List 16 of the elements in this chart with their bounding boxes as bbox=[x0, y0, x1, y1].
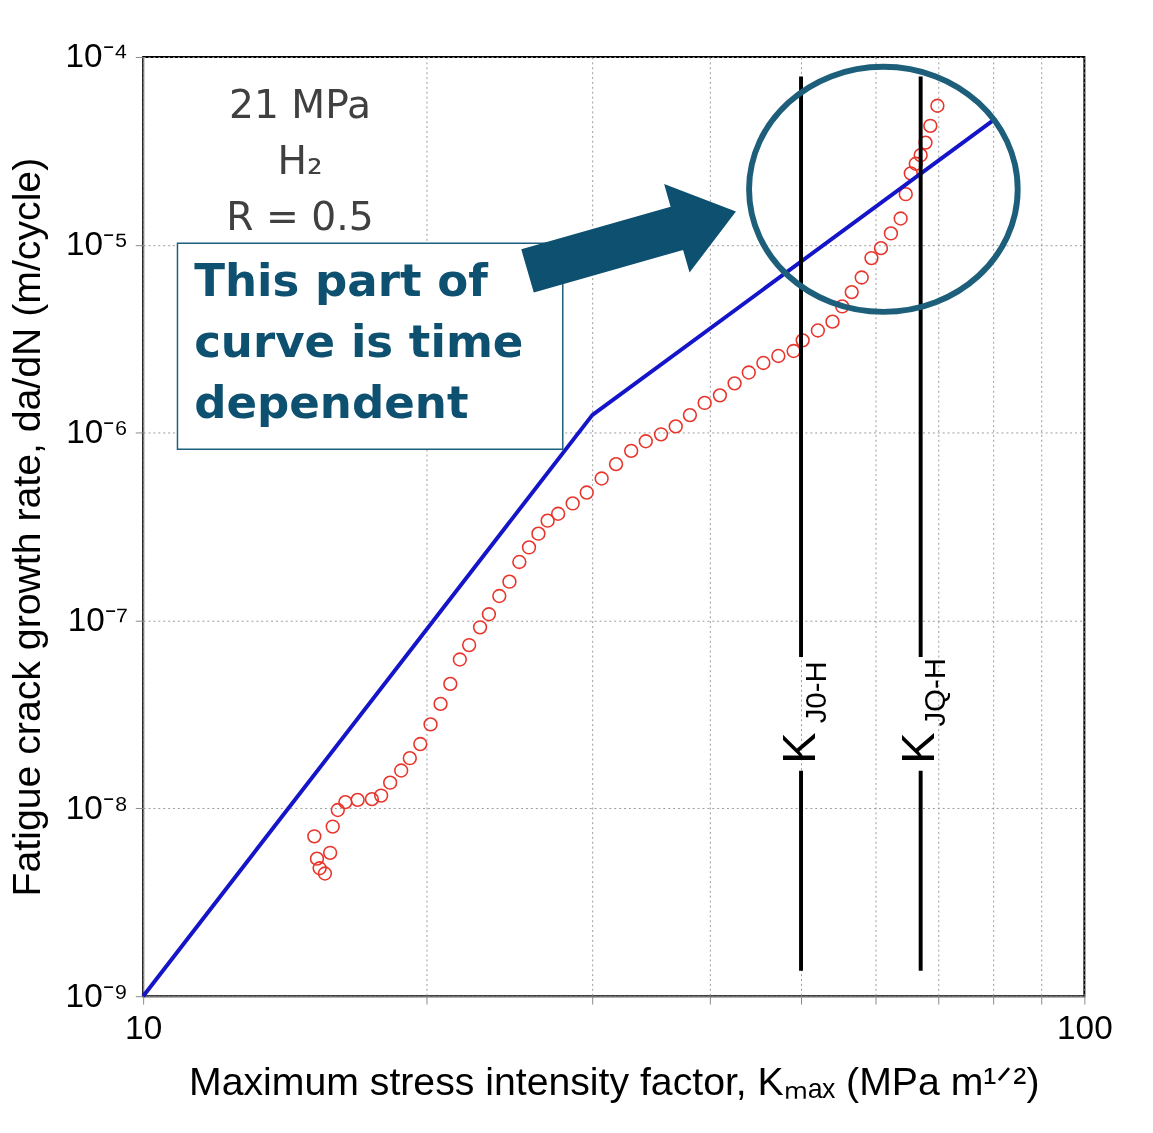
y-tick-label: 10⁻⁵ bbox=[66, 225, 128, 263]
y-tick-label: 10⁻⁶ bbox=[66, 412, 128, 450]
annotation: H₂ bbox=[277, 137, 323, 183]
y-tick-label: 10⁻⁷ bbox=[67, 600, 128, 638]
x-tick-label: 10 bbox=[125, 1008, 163, 1046]
y-axis-title: Fatigue crack growth rate, da/dN (m/cycle) bbox=[5, 157, 49, 897]
annotation: This part of curve is time dependent bbox=[194, 254, 524, 429]
x-axis-title: Maximum stress intensity factor, Kₘₐₓ (MPa m¹ᐟ²) bbox=[189, 1059, 1040, 1103]
ref-line-label: KJQ-H bbox=[891, 657, 952, 764]
y-tick-label: 10⁻⁴ bbox=[65, 37, 128, 75]
annotation: R = 0.5 bbox=[226, 193, 374, 239]
ref-line-label: KJ0-H bbox=[771, 661, 832, 764]
annotation: 21 MPa bbox=[228, 81, 372, 127]
x-tick-label: 100 bbox=[1057, 1008, 1113, 1046]
y-tick-label: 10⁻⁹ bbox=[65, 976, 128, 1014]
y-tick-label: 10⁻⁸ bbox=[65, 788, 128, 826]
